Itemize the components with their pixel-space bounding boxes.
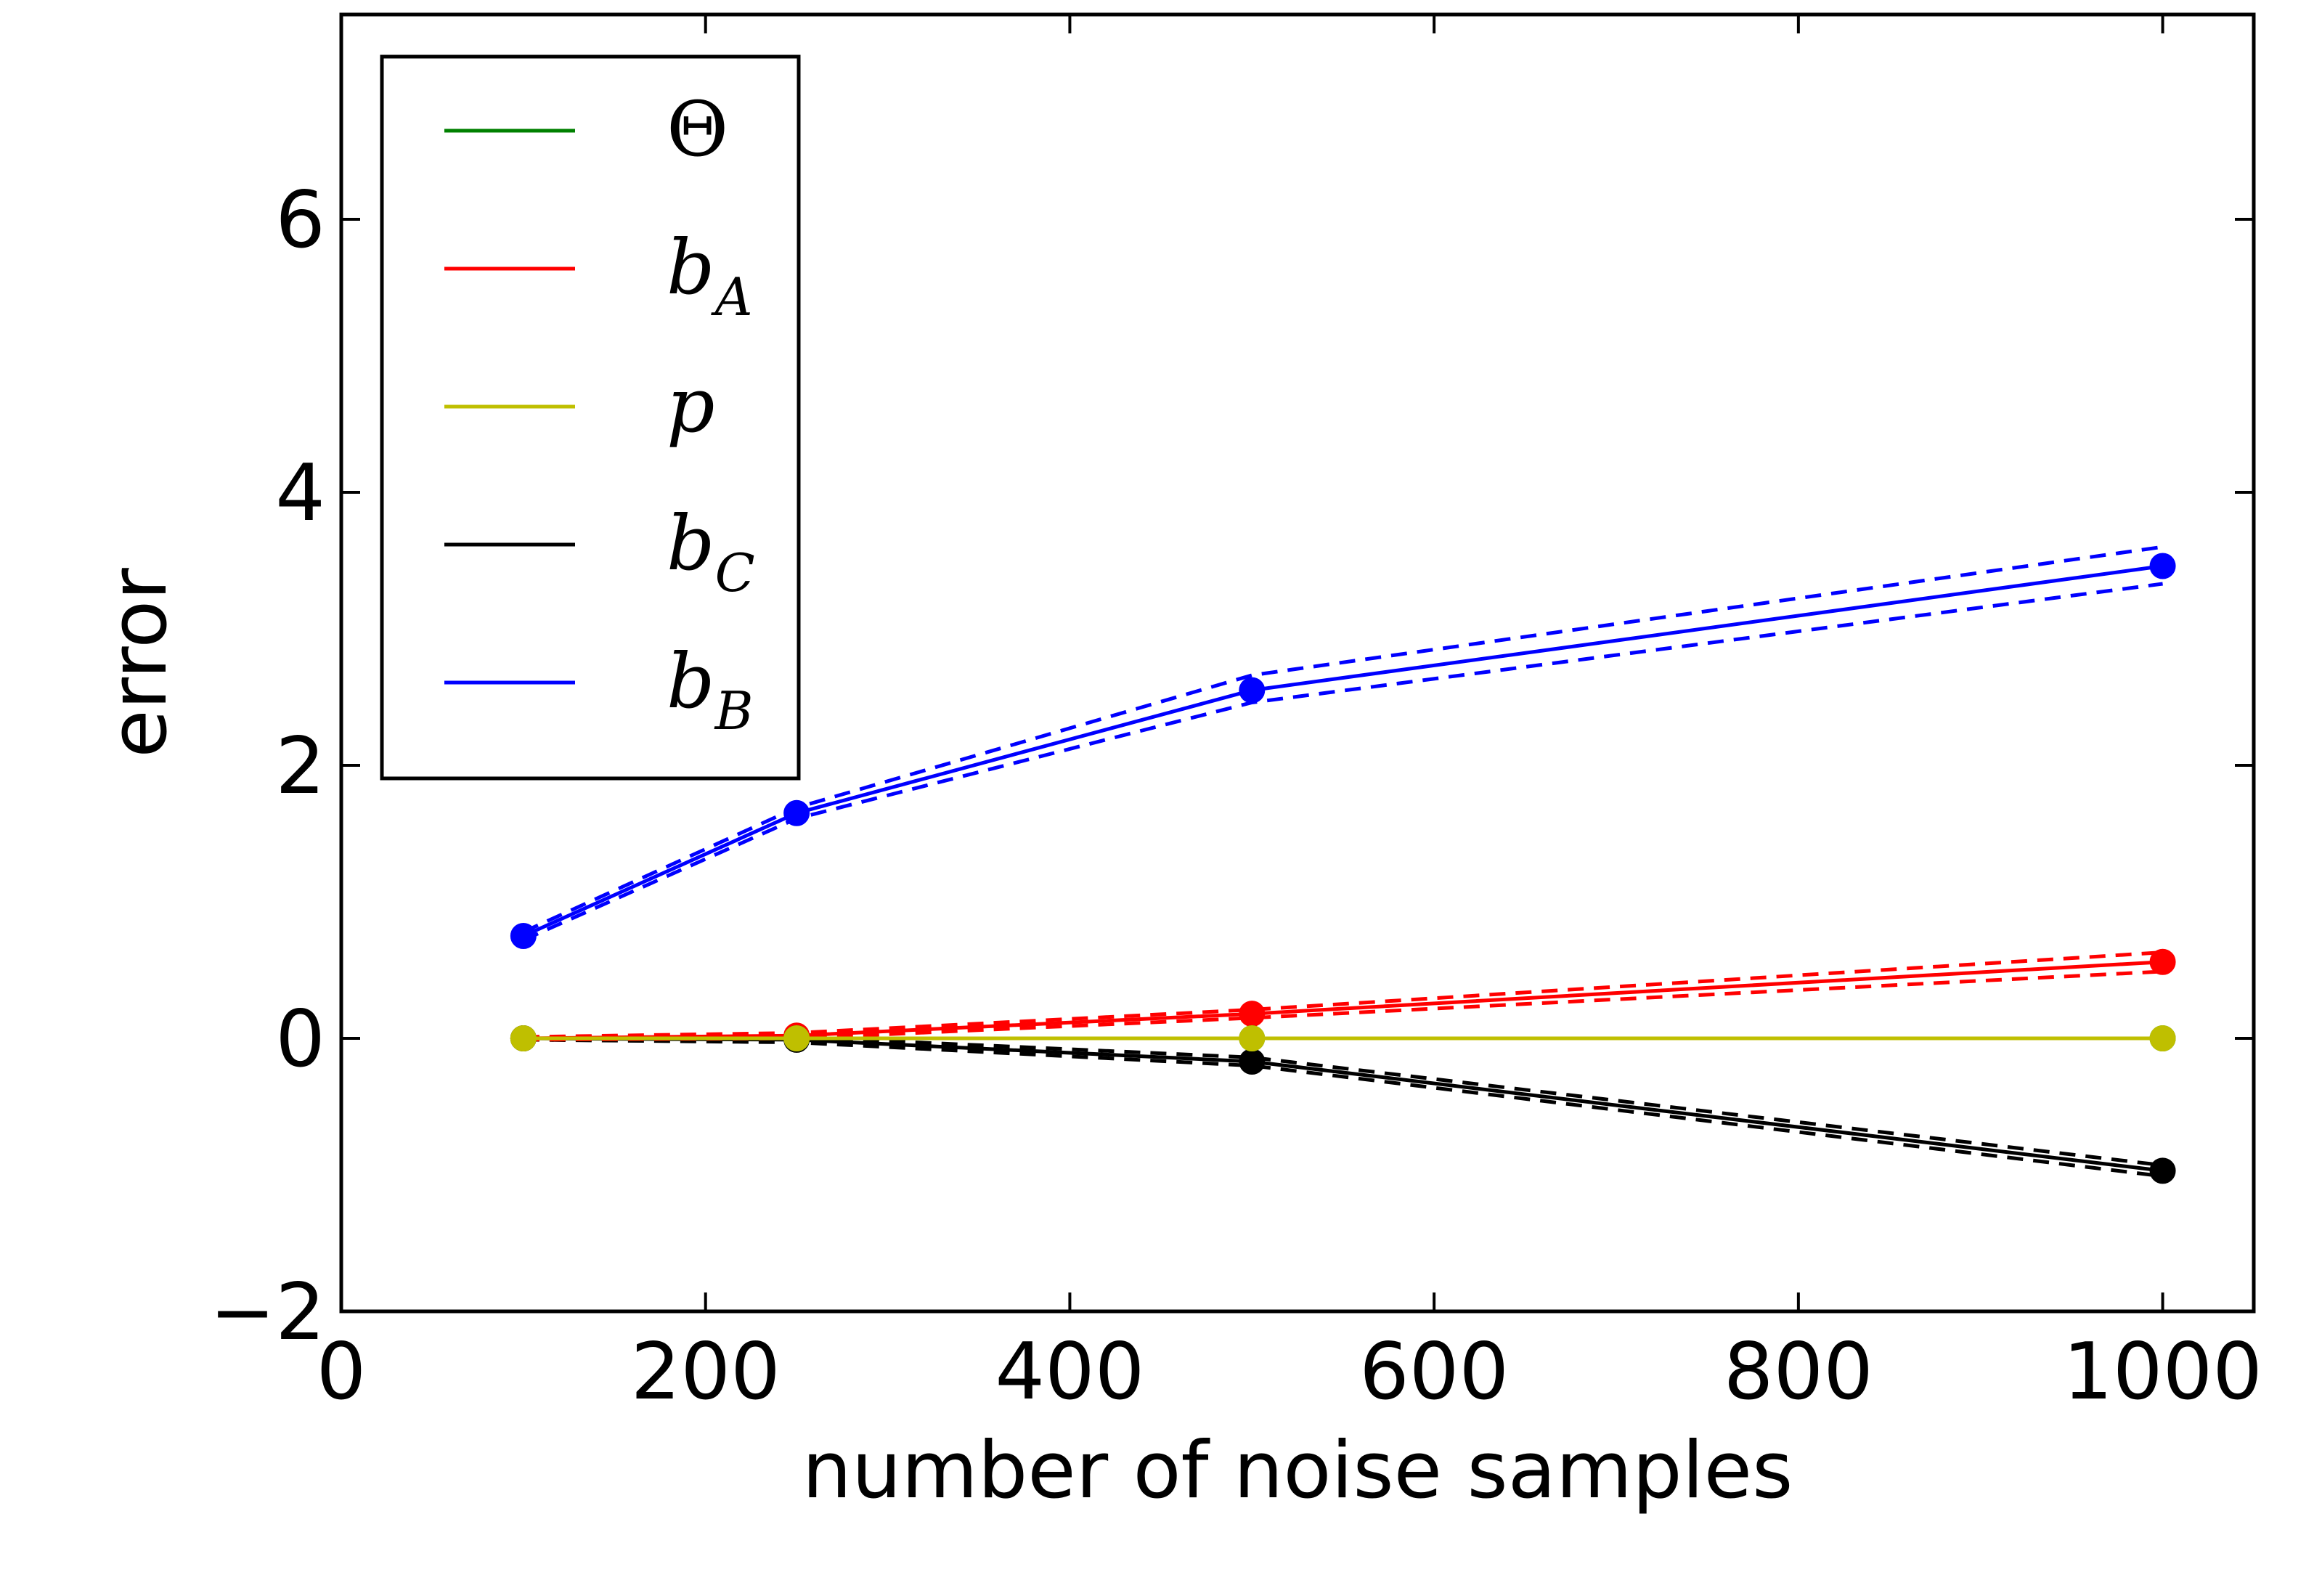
- y-tick-label: 2: [275, 721, 325, 812]
- series-p-group: [510, 1025, 2176, 1051]
- legend-entry: Θ: [444, 85, 728, 174]
- series-band-upper: [523, 950, 2163, 1039]
- legend-entry: bC: [444, 499, 755, 603]
- series-band-lower: [522, 582, 2163, 942]
- series-point: [2149, 1157, 2176, 1184]
- series-point: [2149, 553, 2176, 579]
- legend-label-main: Θ: [667, 85, 728, 174]
- series-bB-group: [510, 545, 2176, 949]
- y-tick-label: 6: [275, 175, 325, 266]
- series-line: [522, 564, 2163, 938]
- series-band-lower: [523, 1038, 2163, 1178]
- legend-box: [380, 54, 801, 781]
- legend-entry: bA: [444, 223, 753, 327]
- legend-label-main: b: [667, 499, 715, 587]
- legend-label-subscript: A: [711, 266, 753, 327]
- x-tick-label: 1000: [2063, 1327, 2262, 1417]
- series-layer: [510, 545, 2176, 1184]
- x-tick-label: 800: [1724, 1327, 1873, 1417]
- series-point: [1239, 1025, 1266, 1051]
- legend-label-subscript: C: [715, 542, 755, 603]
- legend-label: bC: [667, 499, 755, 603]
- x-axis-label: number of noise samples: [802, 1425, 1793, 1516]
- series-point: [783, 799, 810, 826]
- series-point: [1239, 677, 1266, 704]
- x-tick-label: 200: [631, 1327, 781, 1417]
- series-point: [1239, 1048, 1266, 1075]
- x-tick-label: 0: [317, 1327, 367, 1417]
- y-axis-label: error: [94, 568, 184, 758]
- y-tick-label: 4: [275, 448, 325, 539]
- legend-label: p: [667, 361, 715, 449]
- legend-label-main: p: [667, 361, 715, 449]
- legend-label-main: b: [667, 637, 715, 725]
- legend-label: bA: [667, 223, 753, 327]
- legend-entry: bB: [444, 637, 754, 741]
- plot-frame: [339, 12, 2256, 1314]
- x-tick-label: 400: [995, 1327, 1144, 1417]
- series-band-upper: [522, 545, 2163, 934]
- series-point: [2149, 1025, 2176, 1051]
- legend-entry: p: [444, 361, 715, 449]
- y-tick-label: 0: [275, 994, 325, 1085]
- x-tick-label: 600: [1359, 1327, 1509, 1417]
- series-point: [510, 1025, 537, 1051]
- legend-label-main: b: [667, 223, 715, 312]
- series-point: [783, 1025, 810, 1051]
- legend-label-subscript: B: [714, 680, 754, 741]
- legend-label: bB: [667, 637, 754, 741]
- y-tick-label: −2: [210, 1267, 325, 1358]
- series-point: [510, 923, 537, 949]
- series-point: [2149, 948, 2176, 975]
- legend-label: Θ: [667, 85, 728, 174]
- series-point: [1239, 1001, 1266, 1027]
